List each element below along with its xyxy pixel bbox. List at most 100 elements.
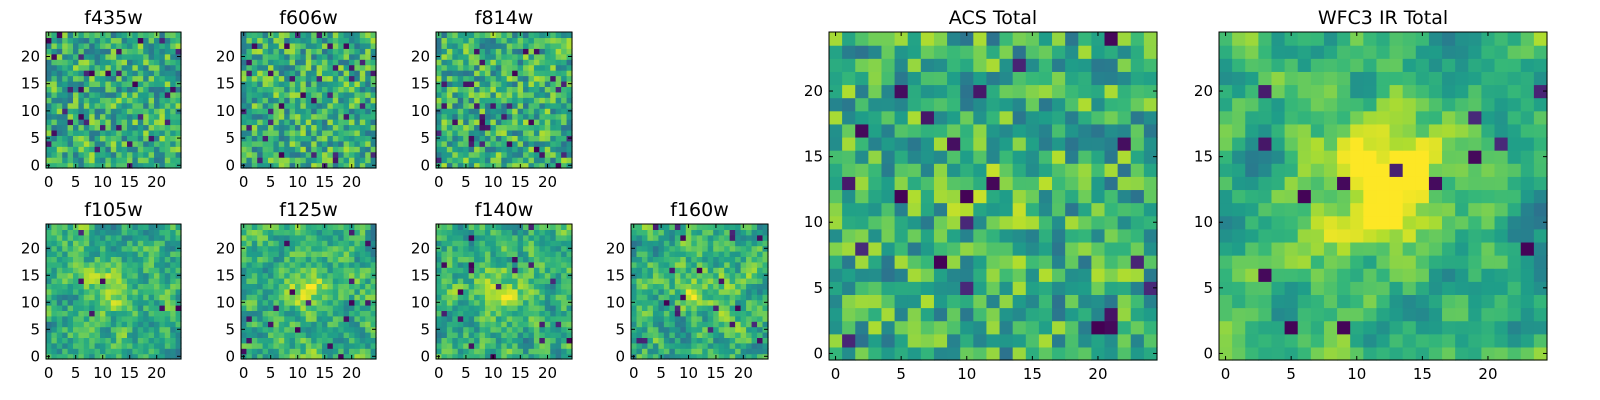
heatmap-cell: [468, 59, 475, 66]
heatmap-cell: [51, 42, 58, 49]
heatmap-cell: [495, 162, 502, 169]
heatmap-cell: [354, 251, 361, 257]
heatmap-cell: [110, 108, 117, 115]
heatmap-cell: [262, 342, 269, 349]
heatmap-cell: [446, 348, 453, 355]
heatmap-cell: [354, 102, 361, 109]
heatmap-cell: [159, 267, 166, 274]
heatmap-cell: [1012, 268, 1027, 282]
heatmap-cell: [506, 310, 513, 317]
heatmap-cell: [907, 189, 922, 204]
heatmap-cell: [1091, 320, 1106, 335]
heatmap-cell: [305, 348, 312, 355]
heatmap-cell: [441, 326, 448, 333]
heatmap-cell: [468, 256, 475, 263]
heatmap-cell: [46, 305, 52, 311]
heatmap-cell: [718, 353, 725, 360]
heatmap-cell: [735, 245, 742, 252]
heatmap-cell: [436, 146, 443, 153]
heatmap-cell: [89, 251, 96, 257]
heatmap-cell: [501, 353, 508, 360]
heatmap-cell: [251, 256, 258, 263]
heatmap-cell: [289, 332, 296, 338]
heatmap-cell: [56, 332, 63, 338]
heatmap-cell: [105, 283, 112, 290]
heatmap-cell: [327, 353, 334, 360]
heatmap-cell: [528, 97, 535, 104]
heatmap-cell: [555, 113, 562, 120]
heatmap-cell: [474, 272, 481, 279]
heatmap-cell: [947, 163, 961, 177]
heatmap-cell: [170, 240, 177, 247]
heatmap-cell: [1065, 320, 1079, 335]
heatmap-cell: [506, 288, 513, 295]
heatmap-cell: [100, 119, 106, 126]
heatmap-cell: [62, 326, 69, 333]
heatmap-cell: [528, 80, 535, 87]
heatmap-cell: [67, 86, 74, 93]
heatmap-cell: [446, 113, 453, 120]
heatmap-cell: [137, 348, 144, 355]
heatmap-cell: [273, 353, 280, 360]
heatmap-cell: [116, 224, 123, 230]
heatmap-cell: [457, 64, 464, 71]
heatmap-cell: [51, 251, 58, 257]
heatmap-cell: [73, 124, 79, 131]
heatmap-cell: [855, 346, 869, 361]
heatmap-cell: [110, 53, 117, 60]
heatmap-cell: [446, 272, 453, 279]
heatmap-cell: [463, 299, 470, 306]
heatmap-cell: [724, 278, 731, 284]
heatmap-cell: [127, 272, 133, 279]
heatmap-cell: [83, 321, 90, 328]
heatmap-cell: [116, 151, 123, 158]
heatmap-cell: [241, 229, 247, 236]
heatmap-cell: [300, 146, 307, 153]
x-tick-label: 10: [484, 364, 503, 382]
heatmap-cell: [316, 353, 323, 360]
heatmap-cell: [105, 129, 112, 136]
heatmap-cell: [300, 124, 307, 131]
heatmap-cell: [332, 124, 339, 131]
heatmap-cell: [506, 294, 513, 301]
heatmap-cell: [539, 294, 546, 301]
heatmap-cell: [46, 91, 52, 98]
heatmap-cell: [175, 288, 182, 295]
x-tick-label: 0: [239, 364, 249, 382]
heatmap-cell: [305, 53, 312, 60]
heatmap-cell: [343, 234, 350, 241]
heatmap-cell: [1052, 333, 1066, 348]
heatmap-cell: [170, 151, 177, 158]
heatmap-cell: [246, 261, 253, 268]
heatmap-cell: [501, 42, 508, 49]
heatmap-cell: [121, 326, 128, 333]
heatmap-cell: [533, 256, 540, 263]
heatmap-cell: [284, 261, 291, 268]
heatmap-cell: [284, 59, 291, 66]
heatmap-cell: [132, 251, 139, 257]
heatmap-cell: [246, 251, 253, 257]
heatmap-cell: [56, 299, 63, 306]
heatmap-cell: [78, 321, 85, 328]
heatmap-cell: [539, 91, 546, 98]
x-tick-label: 20: [734, 364, 753, 382]
heatmap-cell: [159, 48, 166, 55]
heatmap-cell: [1117, 281, 1132, 295]
heatmap-cell: [707, 294, 714, 301]
heatmap-cell: [370, 332, 377, 338]
heatmap-cell: [452, 140, 459, 147]
heatmap-cell: [517, 272, 524, 279]
heatmap-cell: [674, 332, 681, 338]
heatmap-cell: [110, 315, 117, 322]
heatmap-cell: [501, 342, 508, 349]
heatmap-cell: [322, 37, 328, 44]
heatmap-cell: [127, 294, 133, 301]
heatmap-cell: [137, 102, 144, 109]
heatmap-cell: [164, 267, 171, 274]
heatmap-cell: [495, 240, 502, 247]
heatmap-cell: [512, 97, 519, 104]
heatmap-cell: [311, 86, 318, 93]
heatmap-cell: [495, 146, 502, 153]
heatmap-cell: [305, 135, 312, 142]
